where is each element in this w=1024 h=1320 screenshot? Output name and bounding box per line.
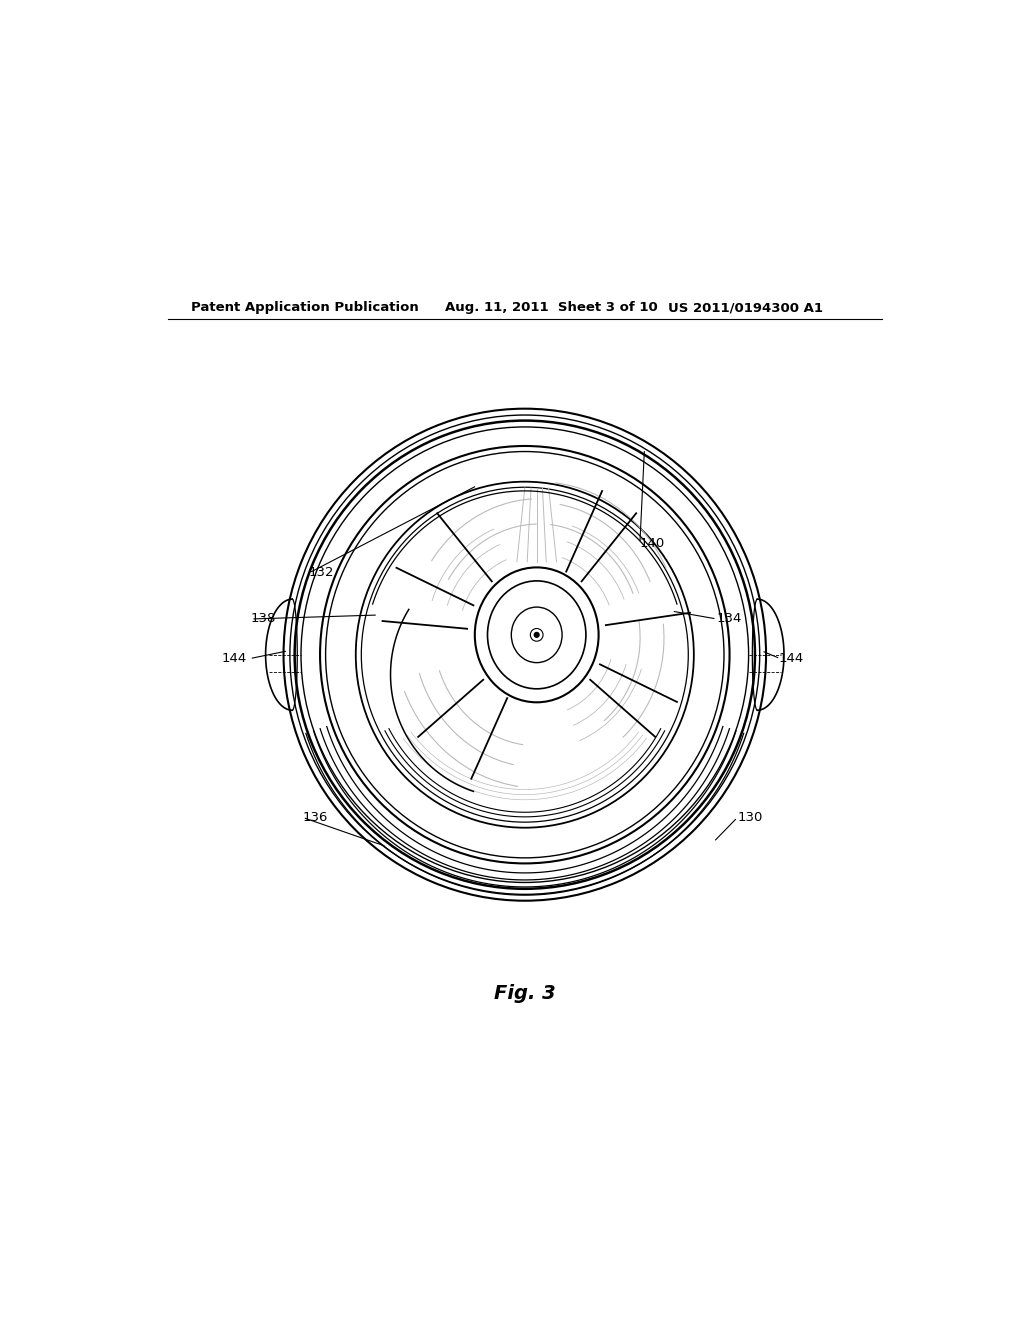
Text: 136: 136 (303, 810, 328, 824)
Text: 138: 138 (251, 612, 276, 626)
Text: 144: 144 (778, 652, 804, 665)
Text: 130: 130 (737, 810, 763, 824)
Text: 140: 140 (640, 537, 666, 550)
Text: Fig. 3: Fig. 3 (494, 985, 556, 1003)
Text: US 2011/0194300 A1: US 2011/0194300 A1 (668, 301, 822, 314)
Circle shape (535, 632, 539, 638)
Text: 144: 144 (221, 652, 247, 665)
Text: Patent Application Publication: Patent Application Publication (191, 301, 419, 314)
Text: Aug. 11, 2011  Sheet 3 of 10: Aug. 11, 2011 Sheet 3 of 10 (445, 301, 658, 314)
Text: 134: 134 (717, 612, 742, 626)
Text: 132: 132 (309, 566, 335, 579)
